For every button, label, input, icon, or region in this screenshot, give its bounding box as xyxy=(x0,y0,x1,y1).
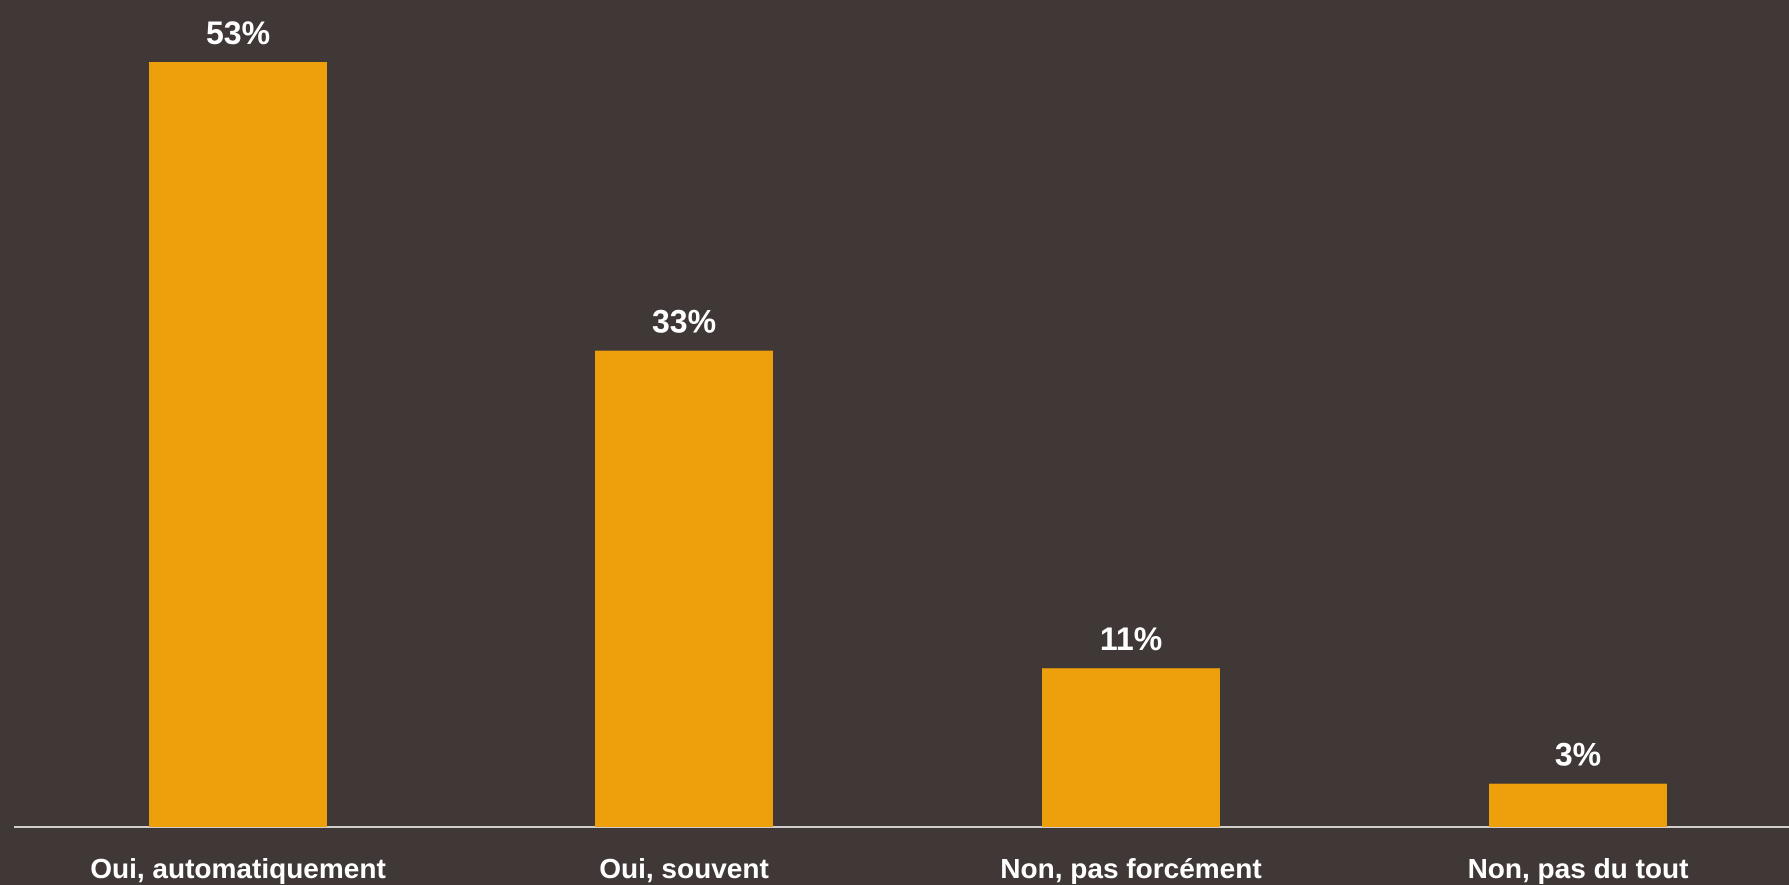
bar-non-pas-forcement xyxy=(1042,668,1220,827)
bar-oui-automatiquement xyxy=(149,62,327,827)
value-label-non-pas-du-tout: 3% xyxy=(1555,737,1601,773)
value-label-oui-automatiquement: 53% xyxy=(206,15,270,51)
bar-non-pas-du-tout xyxy=(1489,783,1667,827)
value-label-oui-souvent: 33% xyxy=(652,304,716,340)
category-label-oui-automatiquement: Oui, automatiquement xyxy=(90,853,386,884)
value-label-non-pas-forcement: 11% xyxy=(1100,621,1162,657)
category-label-non-pas-forcement: Non, pas forcément xyxy=(1000,853,1261,884)
category-label-non-pas-du-tout: Non, pas du tout xyxy=(1468,853,1689,884)
category-label-oui-souvent: Oui, souvent xyxy=(599,853,769,884)
bar-oui-souvent xyxy=(595,350,773,827)
